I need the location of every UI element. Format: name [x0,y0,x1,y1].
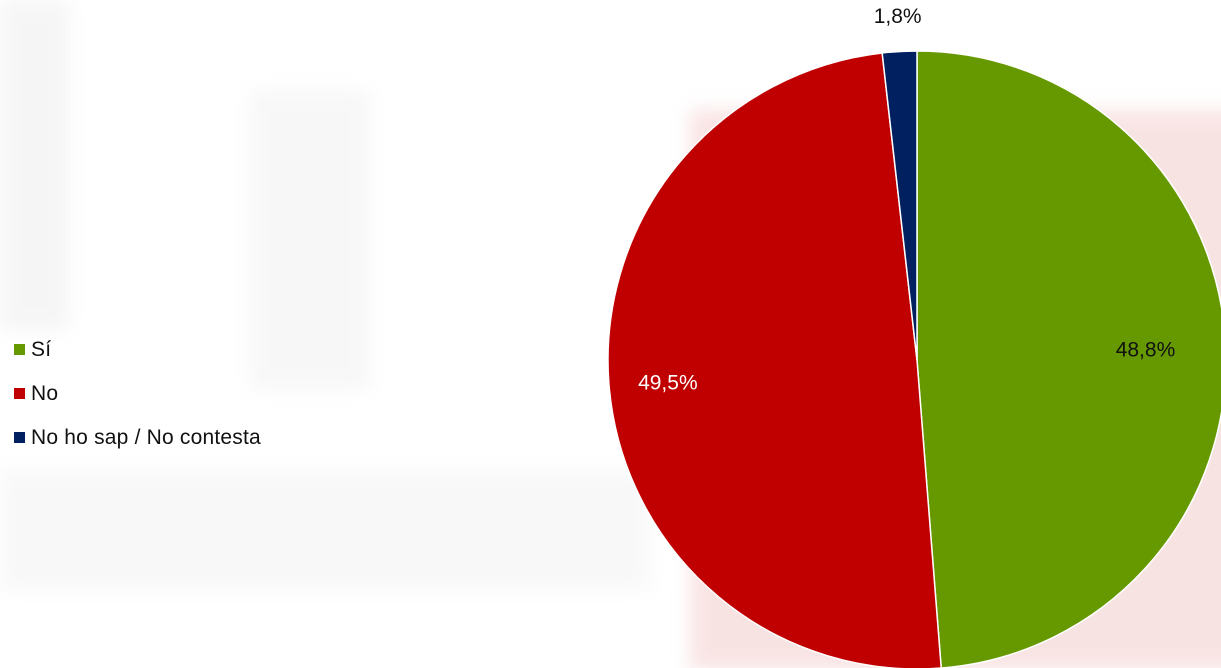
legend-item-si: Sí [14,333,261,366]
legend-swatch [14,344,25,355]
pie-slice-no [607,52,942,668]
legend-swatch [14,388,25,399]
legend-item-no-ho-sap: No ho sap / No contesta [14,421,261,454]
legend-swatch [14,432,25,443]
data-label-no: 49,5% [638,371,698,394]
pie-slice-no-ho-sap [881,50,918,361]
chart-legend: Sí No No ho sap / No contesta [14,333,261,454]
legend-label: Sí [31,337,52,361]
data-label-no-ho-sap: 1,8% [874,5,922,28]
legend-label: No [31,381,59,405]
legend-item-no: No [14,377,261,410]
legend-label: No ho sap / No contesta [31,425,261,449]
pie-slice-si [916,50,1221,668]
data-label-si: 48,8% [1116,339,1176,362]
